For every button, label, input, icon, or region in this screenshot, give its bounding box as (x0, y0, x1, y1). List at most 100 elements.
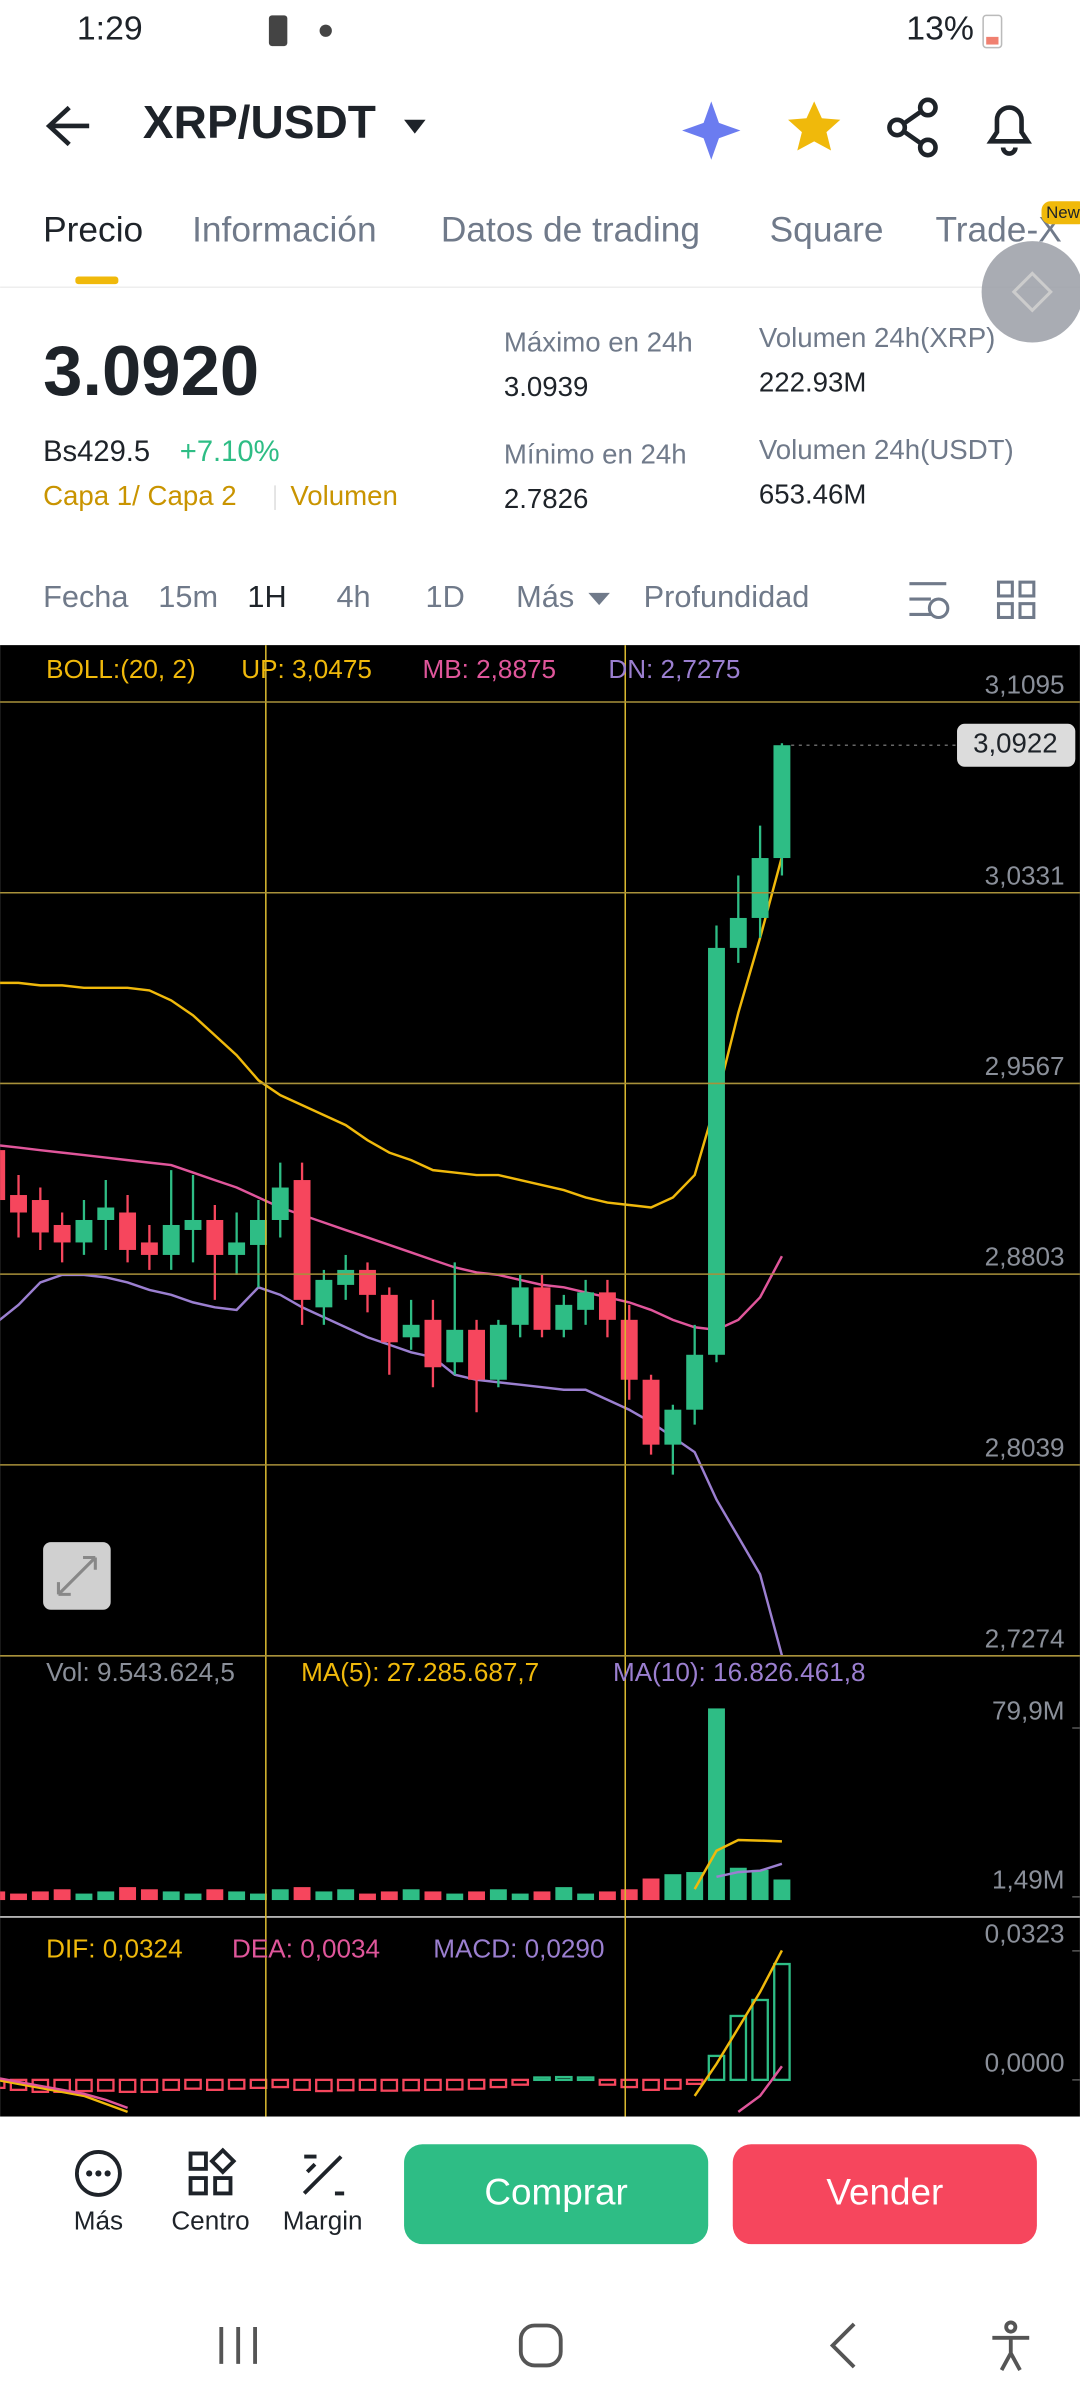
candle-body (708, 947, 725, 1355)
volume-bar (31, 1891, 49, 1901)
macd-bar (664, 2078, 682, 2090)
candle-body (686, 1354, 704, 1410)
interval[interactable]: 4h (336, 579, 370, 614)
volume-bar (337, 1889, 355, 1901)
y-tick-label: 3,0331 (985, 860, 1065, 890)
y-tick-label: 3,1095 (985, 670, 1065, 700)
accessibility[interactable] (992, 2320, 1030, 2371)
candle-body (206, 1219, 224, 1255)
volume-bar (315, 1891, 333, 1901)
bar-item[interactable]: Centro (171, 2205, 249, 2235)
nav-home[interactable] (518, 2323, 563, 2368)
volume-bar (184, 1893, 202, 1901)
favorite-button[interactable] (788, 101, 841, 151)
pair-title[interactable]: XRP/USDT (143, 96, 376, 148)
back-button[interactable] (45, 105, 90, 147)
volume-bar (708, 1708, 725, 1901)
indicator-line (693, 1838, 782, 1890)
candle-body (10, 1195, 27, 1213)
more-icon[interactable] (74, 2150, 122, 2197)
tab[interactable]: Información (192, 210, 377, 249)
macd-bar (315, 2078, 333, 2093)
volume-bar (402, 1889, 420, 1901)
indicator-line (716, 1862, 783, 1879)
volume-bar (577, 1893, 595, 1901)
battery-level (986, 36, 999, 45)
indicator-legend: DN: 2,7275 (608, 654, 740, 684)
candle-body (250, 1219, 267, 1245)
sell-button[interactable] (732, 2144, 1037, 2245)
interval[interactable]: Más (516, 579, 574, 614)
battery-icon (982, 14, 1003, 49)
candle-body (598, 1292, 616, 1320)
candle-body (140, 1242, 158, 1255)
stat-value: 653.46M (759, 478, 867, 509)
candle-body (511, 1287, 529, 1325)
macd-bar (227, 2078, 246, 2090)
interval[interactable]: 15m (158, 579, 218, 614)
macd-bar (467, 2078, 486, 2090)
buy-label[interactable]: Comprar (484, 2172, 627, 2213)
center-icon[interactable] (188, 2147, 237, 2196)
stat-value: 222.93M (759, 366, 867, 397)
interval[interactable]: Fecha (43, 579, 129, 614)
more-dropdown[interactable] (588, 592, 610, 606)
volume-bar (75, 1893, 93, 1901)
candle-body (31, 1200, 49, 1233)
macd-bar (293, 2078, 311, 2092)
candle-body (642, 1379, 660, 1445)
candle-body (271, 1187, 289, 1220)
candle-body (664, 1409, 682, 1445)
indicator-legend: UP: 3,0475 (241, 654, 372, 684)
macd-bar (576, 2076, 595, 2082)
candle-body (0, 1150, 6, 1201)
interval[interactable]: 1D (426, 579, 465, 614)
indicator-legend: MA(10): 16.826.461,8 (613, 1657, 866, 1687)
volume-bar (271, 1889, 289, 1901)
ai-button[interactable] (682, 101, 741, 160)
volume-bar (206, 1889, 224, 1901)
candle-body (75, 1219, 93, 1243)
macd-bar (424, 2078, 442, 2092)
volume-bar (533, 1891, 551, 1901)
macd-bar (751, 1998, 769, 2082)
tag-link[interactable]: Capa 1/ Capa 2 (43, 480, 237, 511)
share-button[interactable] (887, 97, 938, 158)
interval[interactable]: 1H (247, 579, 286, 614)
candle-body (53, 1224, 71, 1243)
candle-body (162, 1224, 180, 1255)
indicator-legend: MB: 2,8875 (422, 654, 556, 684)
stat-value: 3.0939 (504, 371, 588, 402)
nav-recent[interactable] (219, 2327, 257, 2364)
macd-bar (358, 2078, 377, 2092)
candle-body (184, 1219, 202, 1230)
volume-bar (53, 1889, 71, 1901)
nav-back[interactable] (829, 2322, 856, 2369)
sell-label[interactable]: Vender (826, 2172, 943, 2213)
buy-button[interactable] (404, 2144, 709, 2245)
layout-icon[interactable] (996, 580, 1036, 620)
tab[interactable]: Square (770, 210, 884, 249)
bar-item[interactable]: Margin (283, 2205, 363, 2235)
tab[interactable]: Datos de trading (441, 210, 700, 249)
candle-body (468, 1329, 486, 1380)
floating-button[interactable] (981, 241, 1080, 343)
pair-dropdown[interactable] (404, 119, 426, 134)
settings-icon[interactable] (909, 582, 947, 616)
tab[interactable]: Precio (43, 210, 143, 249)
y-tick-label: 2,9567 (985, 1051, 1065, 1081)
stat-label: Volumen 24h(USDT) (759, 434, 1014, 465)
indicator-legend: MA(5): 27.285.687,7 (301, 1657, 539, 1687)
tag-link[interactable]: Volumen (290, 480, 398, 511)
margin-icon[interactable] (302, 2154, 345, 2196)
interval[interactable]: Profundidad (644, 579, 810, 614)
candle-body (773, 745, 791, 859)
alert-button[interactable] (986, 105, 1032, 156)
candle-body (533, 1287, 551, 1330)
bar-item[interactable]: Más (74, 2205, 123, 2235)
status-icon (268, 15, 288, 47)
tab-indicator (75, 276, 119, 285)
pane (0, 1708, 791, 1901)
